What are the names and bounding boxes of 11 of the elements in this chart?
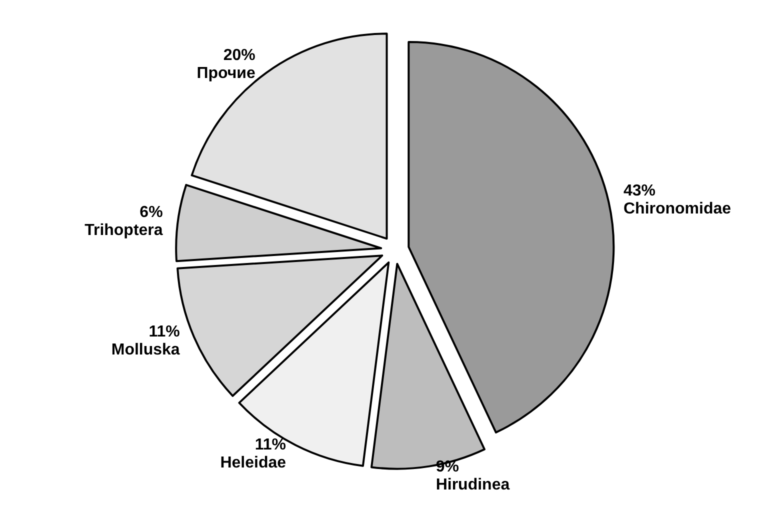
data-label: 11% xyxy=(254,436,286,454)
data-label: 11% xyxy=(148,323,180,340)
data-label: 20% xyxy=(223,47,256,64)
slice-label: Chironomidae xyxy=(623,200,732,218)
slice-label: Trihoptera xyxy=(84,222,163,239)
slice-label: Heleidae xyxy=(220,454,286,472)
slice-label: Hirudinea xyxy=(436,476,510,494)
data-label: 43% xyxy=(623,182,656,200)
slice-label: Molluska xyxy=(111,341,180,358)
data-label: 6% xyxy=(140,204,163,221)
slice-label: Прочие xyxy=(196,65,256,82)
